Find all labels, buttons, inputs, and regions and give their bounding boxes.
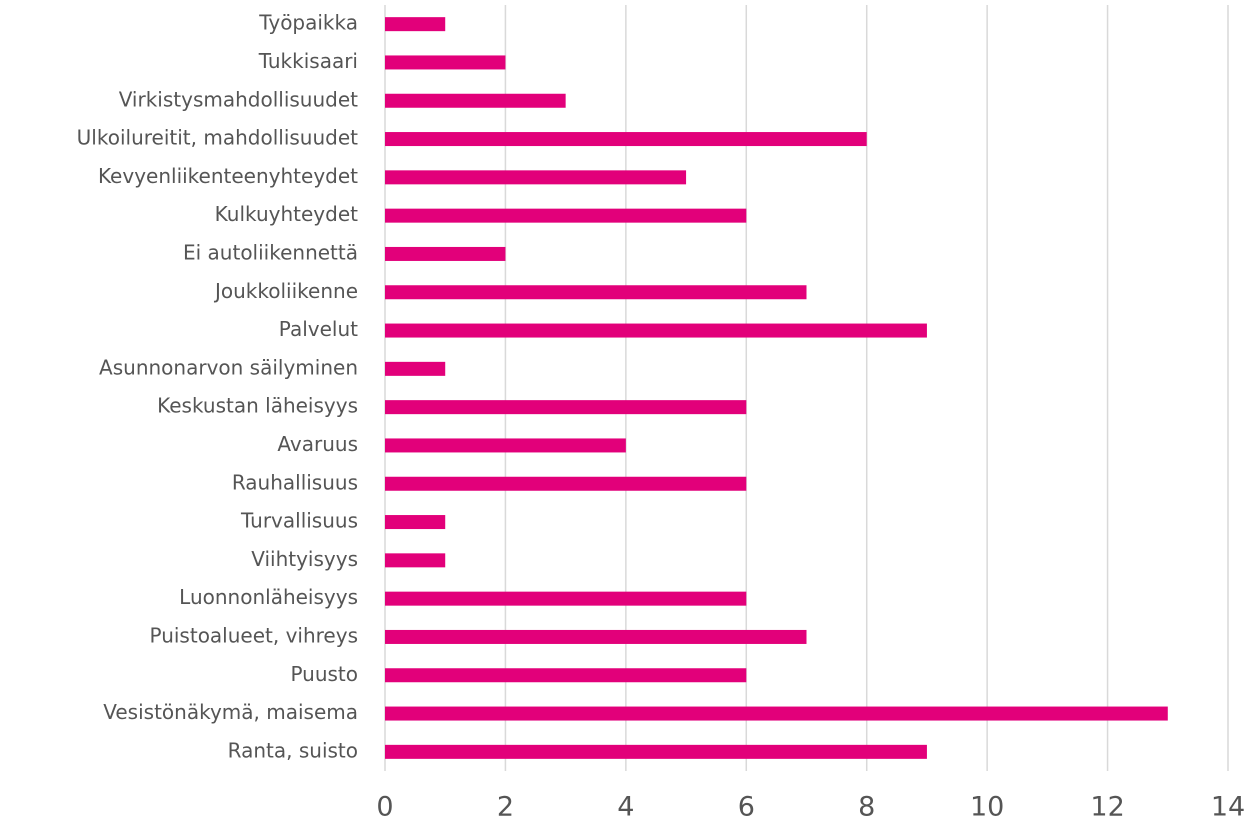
bar <box>385 17 446 32</box>
y-tick-label: Ulkoilureitit, mahdollisuudet <box>77 126 358 150</box>
bar <box>385 170 687 185</box>
bar <box>385 744 927 759</box>
x-tick-label: 2 <box>497 792 514 823</box>
y-tick-label: Puistoalueet, vihreys <box>149 623 358 647</box>
x-tick-label: 14 <box>1211 792 1245 823</box>
y-tick-label: Ei autoliikennettä <box>183 240 358 264</box>
bar <box>385 285 807 300</box>
x-tick-label: 4 <box>617 792 634 823</box>
bar <box>385 668 747 683</box>
y-tick-label: Puusto <box>290 662 358 686</box>
x-tick-label: 8 <box>858 792 875 823</box>
y-tick-label: Työpaikka <box>258 11 358 35</box>
bar <box>385 361 446 376</box>
bar <box>385 400 747 415</box>
y-tick-label: Avaruus <box>277 432 358 456</box>
x-tick-label: 0 <box>376 792 393 823</box>
bar <box>385 591 747 606</box>
y-tick-label: Rauhallisuus <box>232 470 358 494</box>
y-tick-label: Kulkuyhteydet <box>215 202 358 226</box>
x-tick-label: 6 <box>738 792 755 823</box>
y-tick-label: Turvallisuus <box>240 509 358 533</box>
y-tick-label: Luonnonläheisyys <box>179 585 358 609</box>
y-tick-label: Keskustan läheisyys <box>157 394 358 418</box>
y-tick-label: Ranta, suisto <box>228 738 358 762</box>
bar <box>385 476 747 491</box>
x-tick-label: 10 <box>970 792 1004 823</box>
bar <box>385 706 1168 721</box>
y-tick-label: Asunnonarvon säilyminen <box>99 355 358 379</box>
bar <box>385 629 807 644</box>
bar <box>385 93 566 108</box>
bar <box>385 553 446 568</box>
y-tick-label: Tukkisaari <box>258 49 358 73</box>
y-tick-label: Vesistönäkymä, maisema <box>103 700 358 724</box>
bar <box>385 438 626 453</box>
bar <box>385 246 506 261</box>
bar <box>385 515 446 530</box>
y-tick-label: Palvelut <box>279 317 358 341</box>
bar <box>385 323 927 338</box>
y-tick-label: Kevyenliikenteenyhteydet <box>98 164 358 188</box>
y-tick-label: Virkistysmahdollisuudet <box>119 87 358 111</box>
y-tick-label: Viihtyisyys <box>251 547 358 571</box>
bar <box>385 55 506 70</box>
y-tick-label: Joukkoliikenne <box>213 279 358 303</box>
bar <box>385 208 747 223</box>
bar <box>385 132 867 147</box>
x-tick-label: 12 <box>1090 792 1124 823</box>
